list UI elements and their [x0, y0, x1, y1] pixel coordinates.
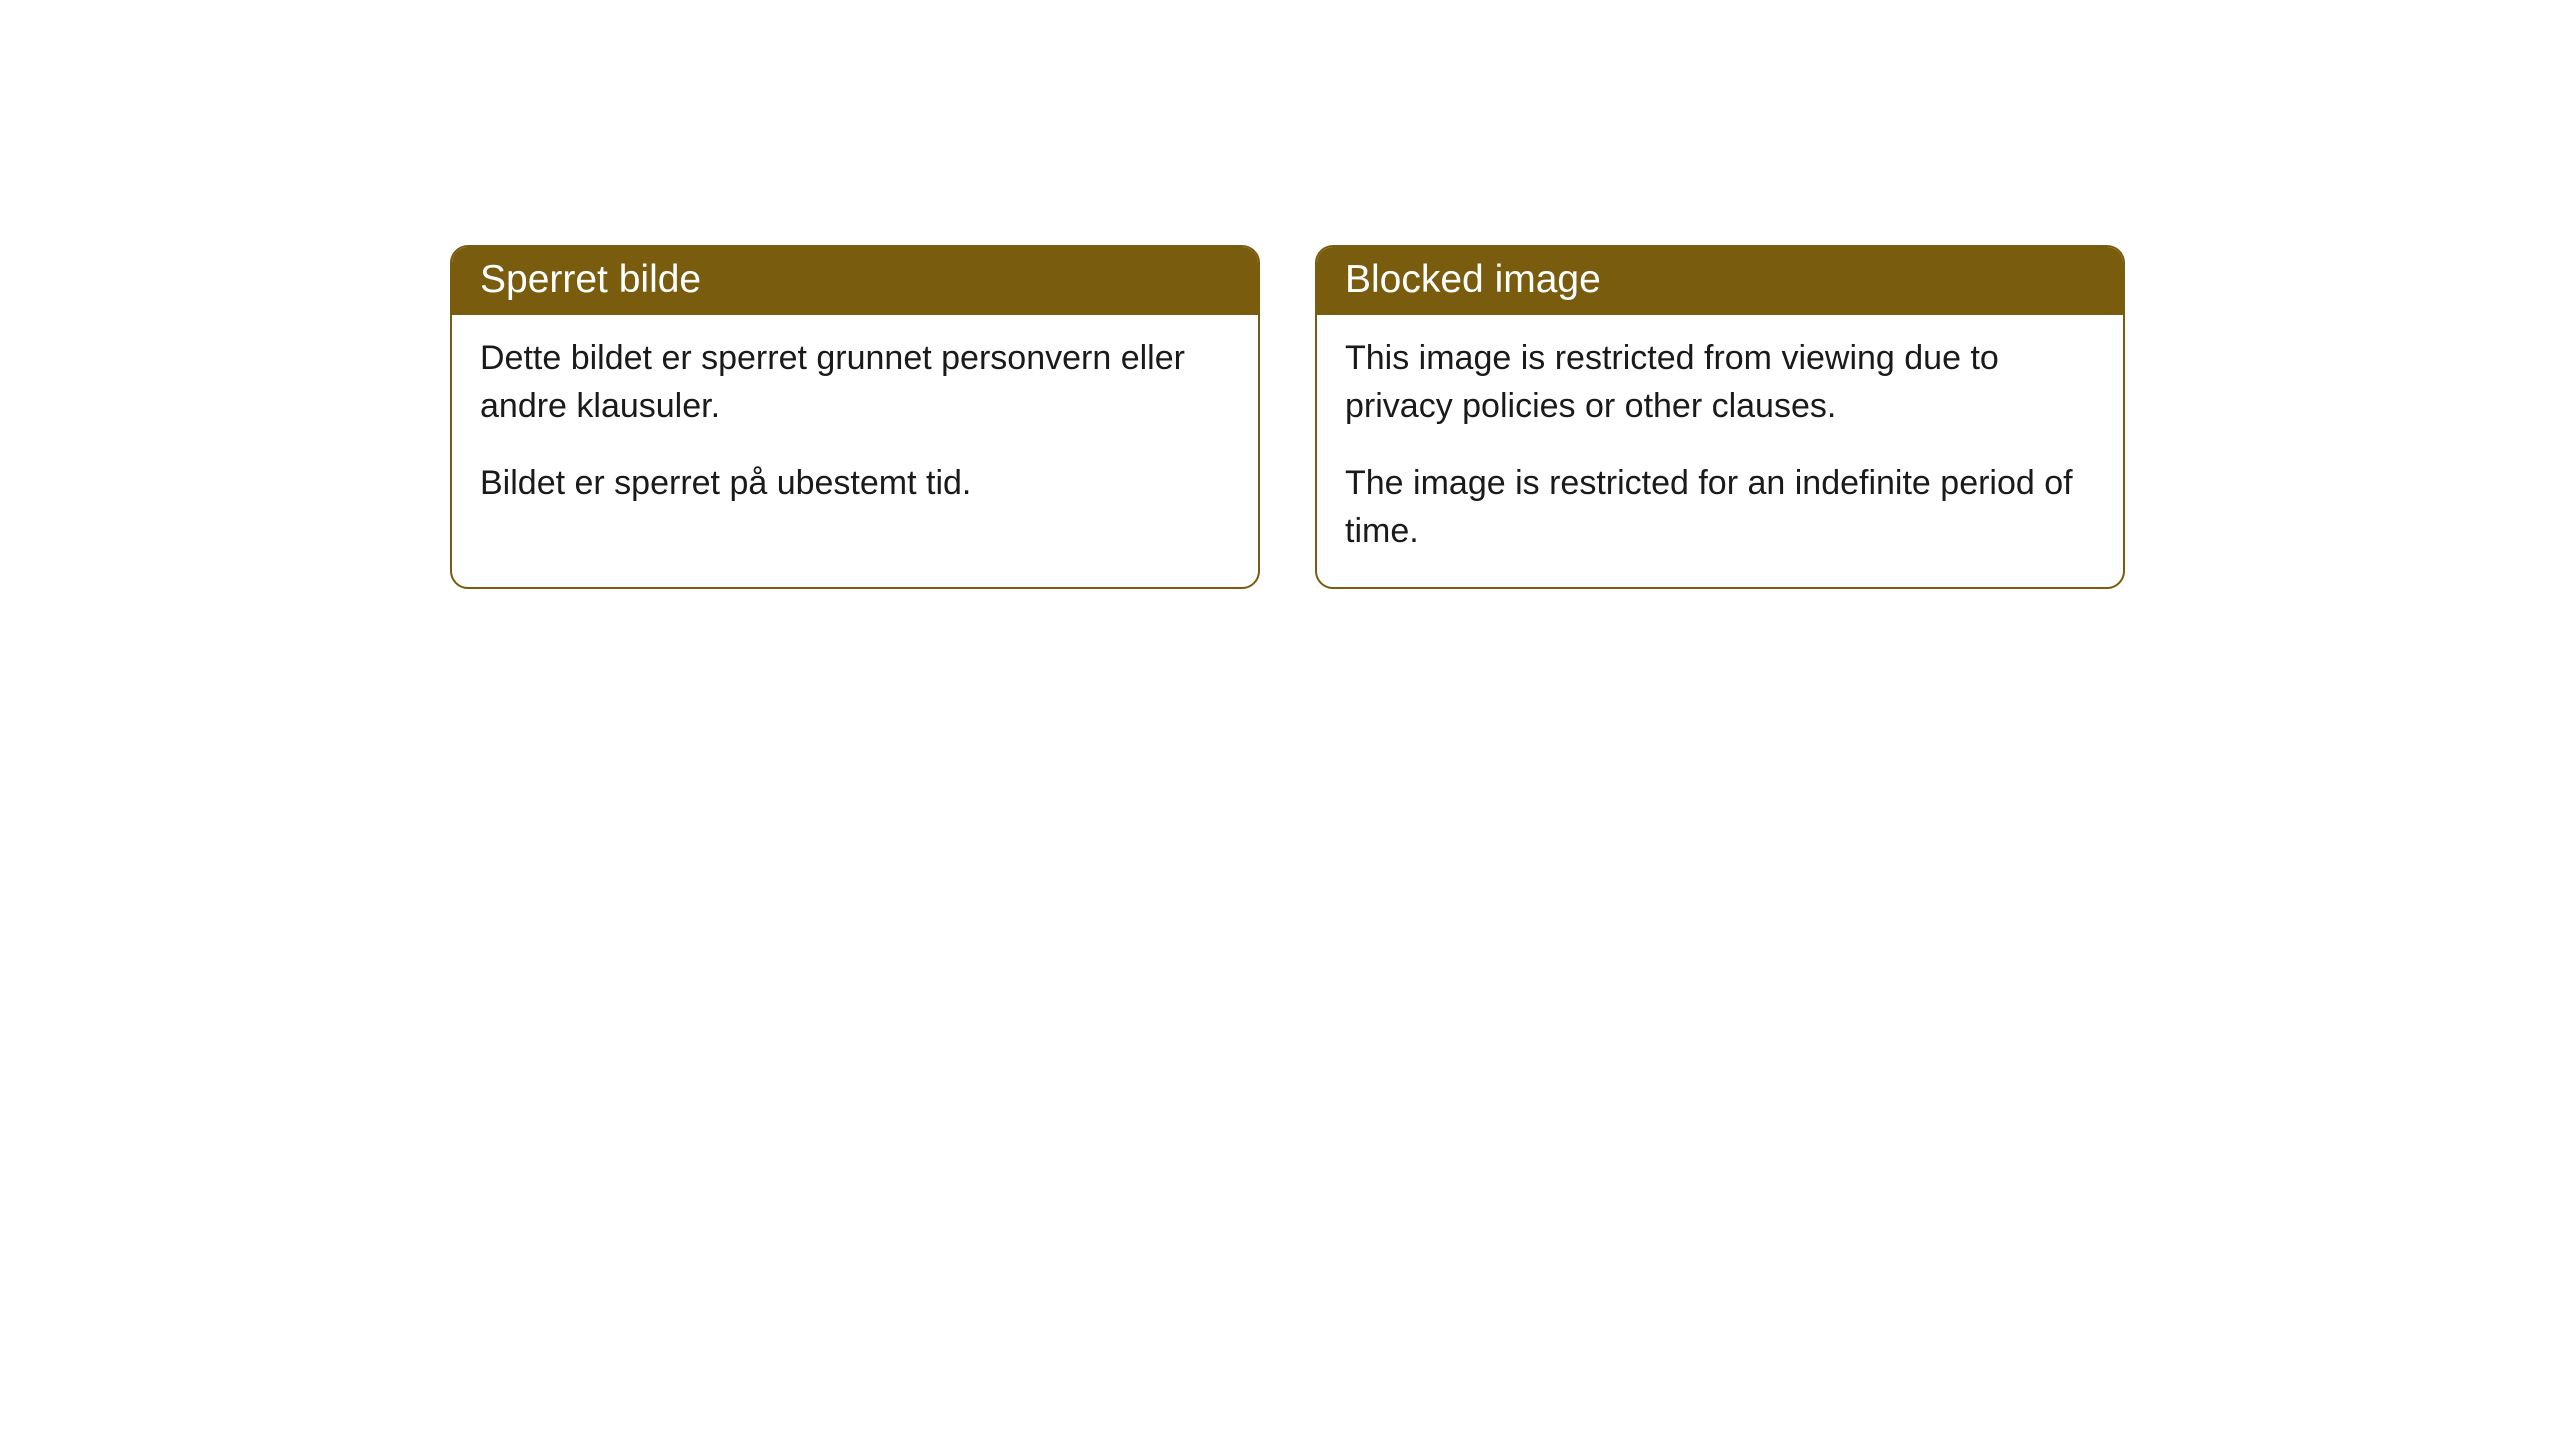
- notice-text-line-1: This image is restricted from viewing du…: [1345, 335, 2095, 430]
- notice-card-norwegian: Sperret bilde Dette bildet er sperret gr…: [450, 245, 1260, 589]
- notice-card-english: Blocked image This image is restricted f…: [1315, 245, 2125, 589]
- notice-body: This image is restricted from viewing du…: [1317, 315, 2123, 587]
- notice-container: Sperret bilde Dette bildet er sperret gr…: [450, 245, 2125, 589]
- notice-title: Sperret bilde: [480, 258, 701, 301]
- notice-header: Blocked image: [1317, 247, 2123, 315]
- notice-text-line-2: The image is restricted for an indefinit…: [1345, 460, 2095, 555]
- notice-title: Blocked image: [1345, 258, 1601, 301]
- notice-text-line-2: Bildet er sperret på ubestemt tid.: [480, 460, 1230, 508]
- notice-text-line-1: Dette bildet er sperret grunnet personve…: [480, 335, 1230, 430]
- notice-header: Sperret bilde: [452, 247, 1258, 315]
- notice-body: Dette bildet er sperret grunnet personve…: [452, 315, 1258, 540]
